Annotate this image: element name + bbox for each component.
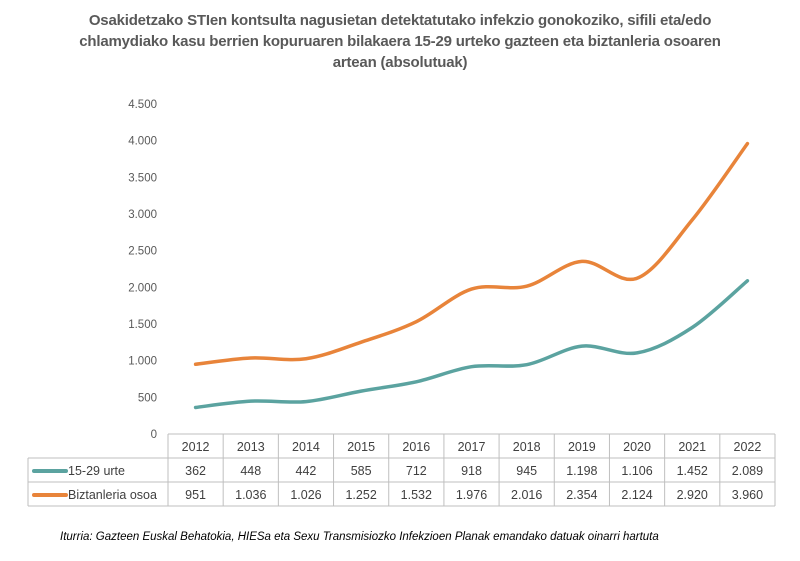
chart-title: Osakidetzako STIen kontsulta nagusietan … bbox=[79, 12, 721, 71]
x-tick-label: 2019 bbox=[568, 440, 596, 454]
y-tick-label: 3.500 bbox=[128, 172, 157, 184]
data-label: 585 bbox=[351, 464, 372, 478]
data-label: 1.532 bbox=[401, 488, 432, 502]
data-label: 918 bbox=[461, 464, 482, 478]
legend-label: 15-29 urte bbox=[68, 464, 125, 478]
x-tick-label: 2012 bbox=[182, 440, 210, 454]
y-tick-label: 1.000 bbox=[128, 356, 157, 368]
y-tick-label: 0 bbox=[151, 429, 157, 441]
source-note: Iturria: Gazteen Euskal Behatokia, HIESa… bbox=[60, 531, 659, 543]
data-label: 945 bbox=[516, 464, 537, 478]
data-label: 448 bbox=[240, 464, 261, 478]
y-tick-label: 2.000 bbox=[128, 282, 157, 294]
x-tick-label: 2021 bbox=[678, 440, 706, 454]
x-tick-label: 2015 bbox=[347, 440, 375, 454]
y-tick-label: 3.000 bbox=[128, 209, 157, 221]
data-label: 2.920 bbox=[677, 488, 708, 502]
data-label: 1.198 bbox=[566, 464, 597, 478]
data-label: 1.036 bbox=[235, 488, 266, 502]
data-label: 2.089 bbox=[732, 464, 763, 478]
series-line bbox=[193, 279, 750, 410]
x-tick-label: 2020 bbox=[623, 440, 651, 454]
data-label: 2.016 bbox=[511, 488, 542, 502]
data-label: 712 bbox=[406, 464, 427, 478]
data-label: 2.124 bbox=[621, 488, 652, 502]
x-tick-label: 2013 bbox=[237, 440, 265, 454]
data-label: 2.354 bbox=[566, 488, 597, 502]
x-tick-label: 2016 bbox=[402, 440, 430, 454]
y-tick-label: 4.500 bbox=[128, 99, 157, 111]
data-label: 1.452 bbox=[677, 464, 708, 478]
x-tick-label: 2022 bbox=[734, 440, 762, 454]
y-tick-label: 1.500 bbox=[128, 319, 157, 331]
data-label: 362 bbox=[185, 464, 206, 478]
legend-label: Biztanleria osoa bbox=[68, 488, 157, 502]
y-tick-label: 4.000 bbox=[128, 136, 157, 148]
data-label: 951 bbox=[185, 488, 206, 502]
x-tick-label: 2014 bbox=[292, 440, 320, 454]
x-tick-label: 2017 bbox=[458, 440, 486, 454]
series-line bbox=[193, 141, 750, 367]
x-tick-label: 2018 bbox=[513, 440, 541, 454]
data-label: 1.026 bbox=[290, 488, 321, 502]
data-label: 442 bbox=[296, 464, 317, 478]
data-label: 3.960 bbox=[732, 488, 763, 502]
data-label: 1.106 bbox=[621, 464, 652, 478]
data-label: 1.252 bbox=[345, 488, 376, 502]
y-tick-label: 500 bbox=[138, 392, 157, 404]
y-tick-label: 2.500 bbox=[128, 246, 157, 258]
data-label: 1.976 bbox=[456, 488, 487, 502]
